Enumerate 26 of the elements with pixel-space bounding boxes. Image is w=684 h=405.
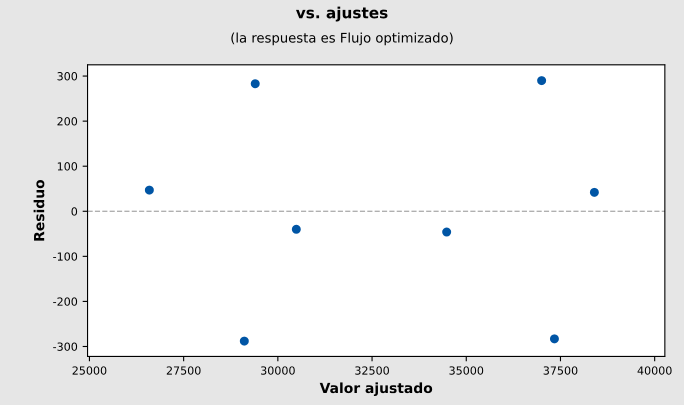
x-tick-label: 27500 — [166, 366, 201, 375]
y-axis-title: Residuo — [34, 180, 44, 241]
x-tick-label: 37500 — [544, 366, 578, 375]
y-tick-label: 300 — [57, 72, 78, 80]
point — [250, 79, 260, 88]
x-tick-label: 40000 — [638, 366, 672, 375]
point — [590, 188, 599, 197]
point — [537, 76, 546, 86]
point — [144, 186, 154, 195]
chart-subtitle: (la respuesta es Flujo optimizado) — [231, 32, 453, 46]
x-axis-title: Valor ajustado — [320, 382, 432, 396]
x-tick-label: 35000 — [449, 366, 484, 375]
y-tick-label: -200 — [53, 297, 78, 306]
x-tick-label: 30000 — [261, 366, 295, 375]
y-tick-label: -100 — [53, 252, 78, 261]
y-tick-label: 0 — [71, 207, 78, 216]
point — [442, 228, 452, 237]
y-tick-label: 100 — [58, 162, 78, 171]
point — [240, 336, 249, 346]
point — [550, 334, 559, 344]
x-tick-label: 25000 — [72, 366, 106, 375]
y-tick-label: 200 — [57, 117, 78, 126]
x-tick-label: 32500 — [355, 366, 389, 375]
point — [292, 224, 301, 234]
y-tick-label: -300 — [53, 342, 78, 351]
chart-title: vs. ajustes — [296, 6, 388, 22]
